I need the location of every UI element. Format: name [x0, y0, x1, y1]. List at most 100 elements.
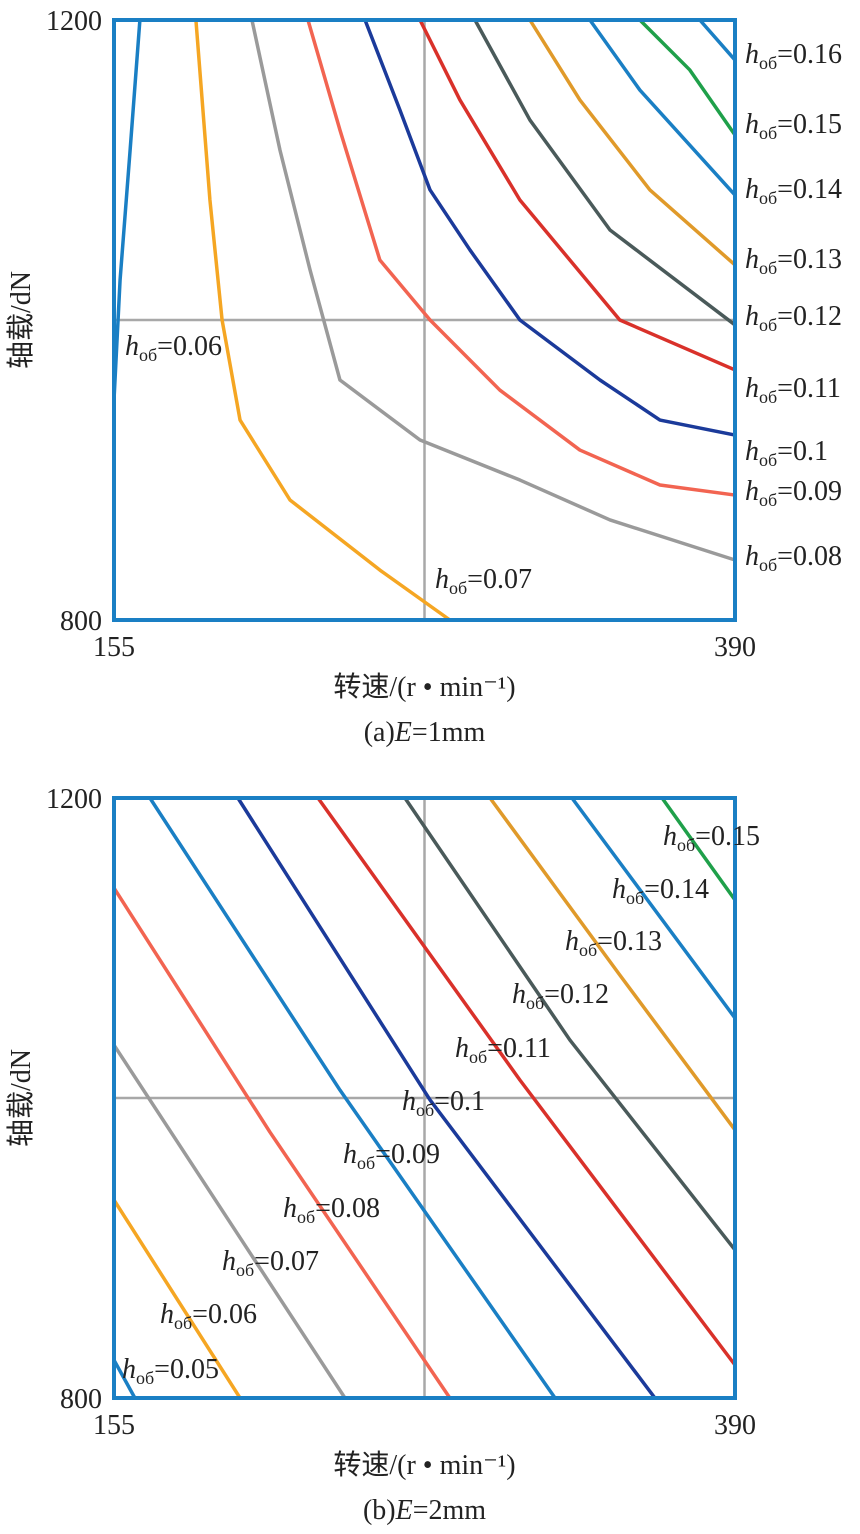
label-value: =0.14 [777, 174, 842, 205]
label-subscript: об [139, 345, 157, 365]
label-value: =0.11 [487, 1033, 551, 1064]
contour-line [698, 18, 737, 62]
label-value: =0.07 [254, 1246, 319, 1277]
label-subscript: об [416, 1100, 434, 1120]
label-value: =0.06 [192, 1299, 257, 1330]
y-tick-label: 800 [60, 606, 102, 637]
contour-line [316, 796, 737, 1367]
contour-line [112, 1043, 347, 1400]
contour-label: hоб=0.15 [745, 109, 842, 143]
x-axis-title: 转速/(r • min⁻¹) [333, 1449, 515, 1481]
label-subscript: об [626, 888, 644, 908]
x-tick-label: 155 [93, 632, 135, 663]
contour-line [112, 1358, 137, 1400]
label-symbol: h [745, 436, 759, 467]
contour-label: hоб=0.11 [745, 373, 841, 407]
label-symbol: h [745, 541, 759, 572]
label-value: =0.1 [777, 436, 828, 467]
caption-suffix: =2mm [413, 1495, 487, 1526]
label-symbol: h [222, 1246, 236, 1277]
label-subscript: об [759, 53, 777, 73]
x-tick-label: 155 [93, 1410, 135, 1441]
label-value: =0.12 [777, 301, 842, 332]
label-symbol: h [160, 1299, 174, 1330]
label-value: =0.09 [777, 476, 842, 507]
label-value: =0.07 [467, 564, 532, 595]
contour-label: hоб=0.13 [565, 926, 662, 960]
contour-line [112, 1198, 242, 1400]
y-tick-label: 800 [60, 1384, 102, 1415]
x-axis-title: 转速/(r • min⁻¹) [333, 671, 515, 703]
contour-line [588, 18, 737, 197]
label-subscript: об [759, 490, 777, 510]
label-symbol: h [745, 301, 759, 332]
y-tick-label: 1200 [46, 6, 102, 37]
contour-line [112, 18, 142, 402]
label-value: =0.13 [777, 244, 842, 275]
label-value: =0.16 [777, 39, 842, 70]
contour-label: hоб=0.08 [283, 1193, 380, 1227]
label-symbol: h [122, 1354, 136, 1385]
contour-line [638, 18, 737, 137]
label-subscript: об [236, 1260, 254, 1280]
contour-line [473, 18, 737, 327]
contour-label: hоб=0.06 [125, 331, 222, 365]
label-symbol: h [745, 109, 759, 140]
label-subscript: об [759, 123, 777, 143]
label-subscript: об [677, 835, 695, 855]
contour-label: hоб=0.14 [612, 874, 709, 908]
caption-symbol: E [394, 717, 412, 748]
contour-label: hоб=0.16 [745, 39, 842, 73]
label-value: =0.08 [777, 541, 842, 572]
contour-label: hоб=0.09 [343, 1139, 440, 1173]
label-subscript: об [136, 1368, 154, 1388]
label-symbol: h [745, 174, 759, 205]
contour-label: hоб=0.08 [745, 541, 842, 575]
contour-label: hоб=0.11 [455, 1033, 551, 1067]
label-symbol: h [435, 564, 449, 595]
contour-line [236, 796, 657, 1400]
label-value: =0.09 [375, 1139, 440, 1170]
label-subscript: об [449, 578, 467, 598]
label-symbol: h [565, 926, 579, 957]
label-symbol: h [745, 476, 759, 507]
contour-label: hоб=0.14 [745, 174, 842, 208]
label-subscript: об [759, 450, 777, 470]
contour-line [250, 18, 737, 562]
label-value: =0.14 [644, 874, 709, 905]
contour-label: hоб=0.05 [122, 1354, 219, 1388]
contour-label: hоб=0.1 [402, 1086, 485, 1120]
contour-line [112, 886, 452, 1400]
label-value: =0.1 [434, 1086, 485, 1117]
label-value: =0.13 [597, 926, 662, 957]
label-subscript: об [357, 1153, 375, 1173]
plot-frame [112, 18, 737, 622]
label-value: =0.05 [154, 1354, 219, 1385]
x-tick-label: 390 [714, 1410, 756, 1441]
label-subscript: об [759, 555, 777, 575]
label-symbol: h [402, 1086, 416, 1117]
label-symbol: h [745, 373, 759, 404]
label-subscript: об [579, 940, 597, 960]
x-tick-label: 390 [714, 632, 756, 663]
contour-line [488, 796, 737, 1132]
label-symbol: h [745, 244, 759, 275]
label-subscript: об [174, 1313, 192, 1333]
contour-label: hоб=0.15 [663, 821, 760, 855]
y-tick-label: 1200 [46, 784, 102, 815]
contour-label: hоб=0.07 [435, 564, 532, 598]
contour-line [194, 18, 452, 622]
label-symbol: h [455, 1033, 469, 1064]
contour-label: hоб=0.1 [745, 436, 828, 470]
label-value: =0.08 [315, 1193, 380, 1224]
label-subscript: об [526, 993, 544, 1013]
plot-frame [112, 796, 737, 1400]
caption-prefix: (a) [364, 717, 395, 748]
label-symbol: h [125, 331, 139, 362]
contour-line [418, 18, 737, 372]
label-subscript: об [759, 315, 777, 335]
contour-label: hоб=0.12 [745, 301, 842, 335]
label-symbol: h [663, 821, 677, 852]
contour-line [306, 18, 737, 497]
